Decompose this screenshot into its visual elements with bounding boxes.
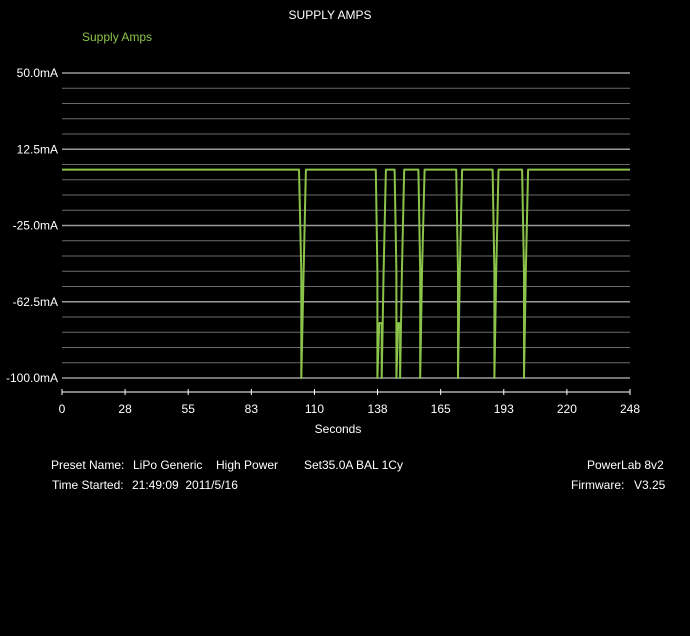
y-axis-ticks: 50.0mA 12.5mA -25.0mA -62.5mA -100.0mA <box>6 66 58 385</box>
time-started-value: 21:49:09 2011/5/16 <box>132 478 238 492</box>
x-axis: 0 28 55 83 110 138 165 193 220 248 <box>59 389 640 416</box>
y-tick-label: -25.0mA <box>13 219 58 233</box>
preset-name-label: Preset Name: <box>51 458 125 472</box>
x-tick-label: 110 <box>305 402 324 416</box>
x-tick-label: 138 <box>368 402 388 416</box>
y-tick-label: -62.5mA <box>13 295 58 309</box>
grid-lines <box>62 72 630 379</box>
preset-setting: Set35.0A BAL 1Cy <box>304 458 403 472</box>
x-tick-label: 28 <box>118 402 132 416</box>
firmware-label: Firmware: <box>571 478 625 492</box>
x-tick-label: 0 <box>59 402 66 416</box>
x-tick-label: 193 <box>494 402 514 416</box>
preset-name-value: LiPo Generic <box>133 458 203 472</box>
y-tick-label: -100.0mA <box>6 371 58 385</box>
series-layer <box>62 168 630 379</box>
y-tick-label: 50.0mA <box>17 66 58 80</box>
x-tick-label: 220 <box>557 402 577 416</box>
chart-title: SUPPLY AMPS <box>289 8 372 22</box>
y-tick-label: 12.5mA <box>17 142 58 156</box>
preset-mode: High Power <box>216 458 279 472</box>
device-name: PowerLab 8v2 <box>587 458 664 472</box>
firmware-value: V3.25 <box>634 478 666 492</box>
x-tick-label: 83 <box>245 402 259 416</box>
x-tick-label: 165 <box>431 402 451 416</box>
x-axis-label: Seconds <box>315 422 362 436</box>
time-started-label: Time Started: <box>52 478 124 492</box>
x-tick-label: 55 <box>182 402 196 416</box>
x-tick-label: 248 <box>620 402 640 416</box>
series-line-supply-amps <box>62 168 630 379</box>
legend-label: Supply Amps <box>82 30 152 44</box>
